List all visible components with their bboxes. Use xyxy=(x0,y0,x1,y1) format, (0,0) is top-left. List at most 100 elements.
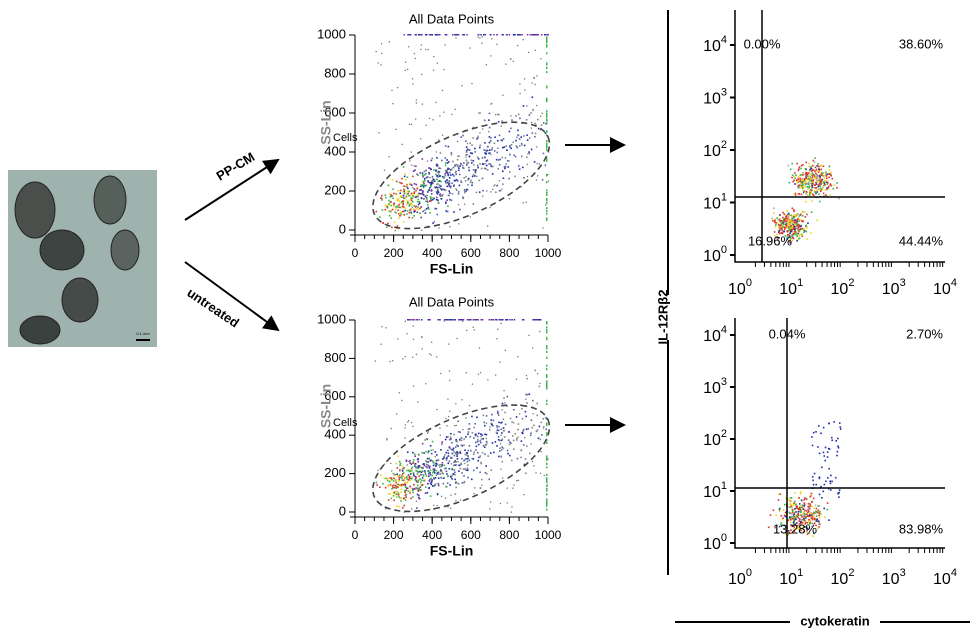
event-dot xyxy=(421,319,423,321)
event-dot xyxy=(805,175,807,177)
event-dot xyxy=(838,198,840,200)
event-dot xyxy=(462,198,464,200)
event-dot xyxy=(388,486,390,488)
event-dot xyxy=(828,519,830,521)
event-dot xyxy=(784,228,786,230)
event-dot xyxy=(409,204,411,206)
event-dot xyxy=(407,188,409,190)
event-dot xyxy=(546,357,548,359)
event-dot xyxy=(500,435,501,436)
event-dot xyxy=(812,513,814,515)
event-dot xyxy=(816,190,818,192)
event-dot xyxy=(416,501,417,502)
event-dot xyxy=(427,202,428,203)
event-dot xyxy=(499,362,500,363)
event-dot xyxy=(421,44,422,45)
event-dot xyxy=(507,502,508,503)
tick-exponent: 1 xyxy=(797,567,803,579)
event-dot xyxy=(445,418,446,419)
event-dot xyxy=(489,207,490,208)
gate-label: Cells xyxy=(333,417,358,429)
event-dot xyxy=(516,145,518,147)
event-dot xyxy=(547,34,549,36)
event-dot xyxy=(432,176,434,178)
event-dot xyxy=(791,516,793,518)
y-tick-label: 0 xyxy=(339,503,346,518)
event-dot xyxy=(399,192,401,194)
event-dot xyxy=(388,499,390,501)
event-dot xyxy=(443,483,445,485)
event-dot xyxy=(543,426,544,427)
event-dot xyxy=(393,473,395,475)
event-dot xyxy=(503,138,505,140)
event-dot xyxy=(408,420,409,421)
event-dot xyxy=(804,191,806,193)
event-dot xyxy=(527,153,528,154)
event-dot xyxy=(807,506,809,508)
event-dot xyxy=(513,34,515,36)
event-dot xyxy=(431,475,433,477)
event-dot xyxy=(439,319,441,321)
event-dot xyxy=(546,210,548,212)
event-dot xyxy=(823,427,825,429)
event-dot xyxy=(401,197,402,198)
event-dot xyxy=(425,170,427,172)
event-dot xyxy=(463,468,465,470)
event-dot xyxy=(455,109,456,110)
event-dot xyxy=(406,185,408,187)
event-dot xyxy=(811,190,813,192)
event-dot xyxy=(418,204,420,206)
event-dot xyxy=(528,52,529,53)
event-dot xyxy=(399,464,401,466)
event-dot xyxy=(398,190,400,192)
event-dot xyxy=(431,479,433,481)
event-dot xyxy=(776,217,778,219)
event-dot xyxy=(396,473,398,475)
y-tick-label: 104 xyxy=(703,34,727,55)
event-dot xyxy=(440,434,441,435)
event-dot xyxy=(397,225,399,227)
event-dot xyxy=(519,168,521,170)
event-dot xyxy=(511,144,513,146)
event-dot xyxy=(458,167,460,169)
event-dot xyxy=(500,428,502,430)
event-dot xyxy=(505,64,506,65)
event-dot xyxy=(505,424,507,426)
event-dot xyxy=(433,468,435,470)
event-dot xyxy=(397,198,399,200)
tick-base: 10 xyxy=(831,571,849,588)
event-dot xyxy=(483,415,485,417)
event-dot xyxy=(420,138,421,139)
event-dot xyxy=(773,207,775,209)
event-dot xyxy=(488,153,490,155)
event-dot xyxy=(526,105,527,106)
event-dot xyxy=(453,448,455,450)
event-dot xyxy=(530,112,532,114)
event-dot xyxy=(464,190,466,192)
event-dot xyxy=(420,186,422,188)
event-dot xyxy=(502,147,504,149)
event-dot xyxy=(486,160,488,162)
event-dot xyxy=(477,460,479,462)
event-dot xyxy=(794,222,796,224)
event-dot xyxy=(789,506,791,508)
event-dot xyxy=(419,201,421,203)
event-dot xyxy=(471,479,473,481)
event-dot xyxy=(408,479,410,481)
event-dot xyxy=(464,459,466,461)
event-dot xyxy=(481,43,482,44)
event-dot xyxy=(476,176,478,178)
event-dot xyxy=(546,368,548,370)
event-dot xyxy=(812,476,814,478)
event-dot xyxy=(402,358,403,359)
event-dot xyxy=(816,175,818,177)
event-dot xyxy=(390,217,392,219)
event-dot xyxy=(461,444,463,446)
y-tick-label: 800 xyxy=(324,350,346,365)
event-dot xyxy=(773,509,775,511)
event-dot xyxy=(450,508,451,509)
event-dot xyxy=(394,202,396,204)
quadrant-percent: 44.44% xyxy=(899,233,944,248)
y-tick-label: 104 xyxy=(703,324,727,345)
event-dot xyxy=(418,34,420,36)
